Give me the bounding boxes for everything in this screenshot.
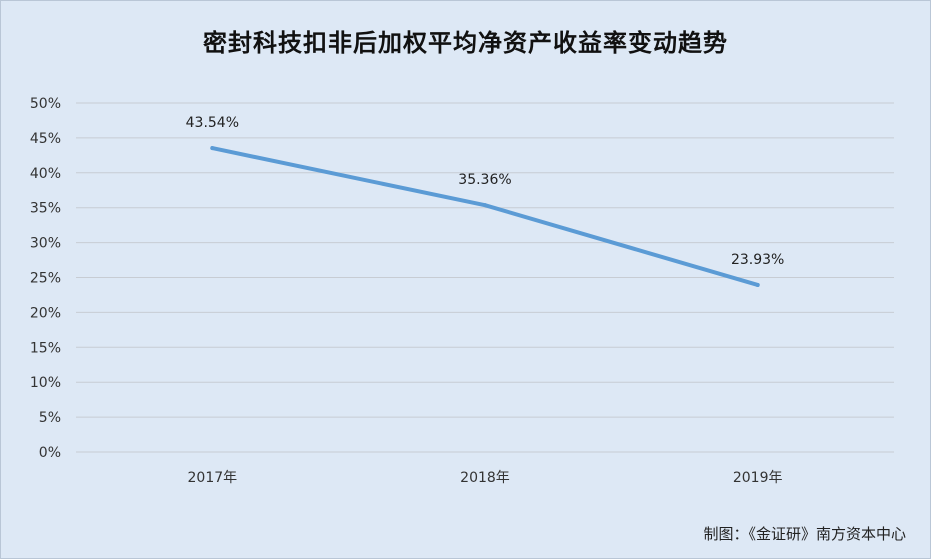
y-tick-label: 30% — [30, 236, 61, 252]
x-tick-label: 2017年 — [188, 470, 238, 486]
y-tick-label: 15% — [30, 340, 61, 356]
series-layer — [210, 146, 760, 287]
data-label: 23.93% — [731, 252, 784, 268]
y-tick-label: 5% — [39, 410, 61, 426]
data-label: 43.54% — [186, 115, 239, 131]
y-tick-label: 50% — [30, 96, 61, 112]
data-point — [483, 203, 487, 208]
series-line — [210, 146, 760, 287]
x-tick-label: 2019年 — [733, 470, 783, 486]
y-tick-label: 10% — [30, 375, 61, 391]
data-label: 35.36% — [458, 172, 511, 188]
y-tick-label: 40% — [30, 166, 61, 182]
y-tick-label: 25% — [30, 271, 61, 287]
axis-labels: 0% 5% 10% 15% 20% 25% 30% 35% 40% 45% 50% 2017年 2018… — [30, 96, 783, 486]
y-tick-label: 20% — [30, 305, 61, 321]
data-point — [755, 282, 760, 287]
chart-title: 密封科技扣非后加权平均净资产收益率变动趋势 — [203, 29, 728, 57]
y-tick-label: 0% — [39, 445, 61, 461]
grid-lines — [76, 102, 894, 453]
data-point — [210, 146, 215, 151]
y-tick-label: 45% — [30, 131, 61, 147]
data-labels: 43.54% 35.36% 23.93% — [186, 115, 785, 268]
y-tick-label: 35% — [30, 201, 61, 217]
source-note: 制图：《金证研》南方资本中心 — [703, 525, 906, 543]
x-tick-label: 2018年 — [460, 470, 510, 486]
